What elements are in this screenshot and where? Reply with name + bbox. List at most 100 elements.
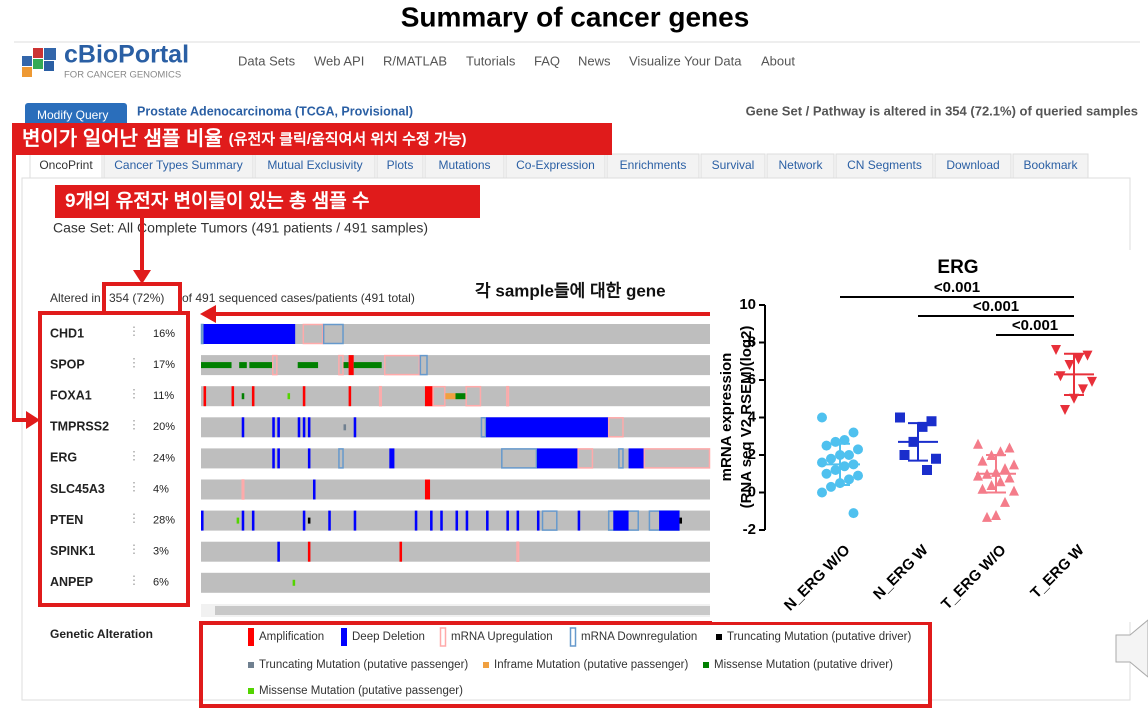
nav-link[interactable]: FAQ <box>534 53 560 68</box>
gene-name[interactable]: SLC45A3 <box>50 482 105 496</box>
tab[interactable] <box>934 153 1012 179</box>
alteration <box>343 424 347 431</box>
gene-name[interactable]: PTEN <box>50 513 83 527</box>
alteration <box>424 479 431 500</box>
tab[interactable] <box>700 153 766 179</box>
altered-highlight: 354 (72%) <box>109 291 164 305</box>
tab-label[interactable]: Bookmark <box>1023 158 1078 172</box>
gene-name[interactable]: ERG <box>50 451 77 465</box>
alteration <box>302 510 306 531</box>
alteration <box>432 385 446 407</box>
gene-menu: ⋮ <box>128 449 140 463</box>
alteration <box>465 510 469 531</box>
tab[interactable] <box>254 153 376 179</box>
point <box>848 508 859 519</box>
alteration <box>353 510 357 531</box>
alteration <box>203 324 296 344</box>
tab-label[interactable]: Cancer Types Summary <box>114 158 243 172</box>
tab-label[interactable]: OncoPrint <box>39 158 93 172</box>
tab-label[interactable]: Mutual Exclusivity <box>267 158 362 172</box>
alteration <box>353 362 382 369</box>
nav-link[interactable]: Tutorials <box>466 53 516 68</box>
tab[interactable] <box>766 153 835 179</box>
tab[interactable] <box>376 153 424 179</box>
point <box>899 450 910 460</box>
point <box>1073 354 1084 365</box>
alteration <box>231 386 235 407</box>
alteration <box>241 417 245 438</box>
alteration <box>251 510 255 531</box>
gene-name[interactable]: TMPRSS2 <box>50 420 109 434</box>
tab-label[interactable]: Co-Expression <box>516 158 595 172</box>
point <box>853 470 863 481</box>
legend-title: Genetic Alteration <box>50 627 153 641</box>
arrow <box>133 218 151 284</box>
gene-name[interactable]: FOXA1 <box>50 388 92 402</box>
track <box>201 355 710 376</box>
tab[interactable] <box>103 153 254 179</box>
point <box>973 470 983 481</box>
alteration <box>272 417 275 438</box>
alteration <box>643 448 711 469</box>
modify-query-label[interactable]: Modify Query <box>37 108 108 122</box>
point <box>922 465 932 475</box>
point <box>817 412 827 423</box>
nav-link[interactable]: Data Sets <box>238 53 296 68</box>
nav-link[interactable]: R/MATLAB <box>383 53 447 68</box>
gene-name[interactable]: ANPEP <box>50 575 93 589</box>
alteration <box>201 510 204 531</box>
point <box>821 440 832 451</box>
scrollbar-thumb[interactable] <box>215 606 710 615</box>
p-value: <0.001 <box>934 279 980 296</box>
tab-label[interactable]: Network <box>778 158 823 172</box>
alteration <box>399 541 403 562</box>
alteration <box>353 417 357 438</box>
tab-label[interactable]: Survival <box>712 158 755 172</box>
gene-menu: ⋮ <box>128 480 140 494</box>
nav-link[interactable]: About <box>761 53 795 68</box>
gene-name[interactable]: CHD1 <box>50 326 84 340</box>
study-name[interactable]: Prostate Adenocarcinoma (TCGA, Provision… <box>137 104 413 118</box>
point <box>1000 496 1010 507</box>
tab-label[interactable]: CN Segments <box>847 158 922 172</box>
gene-name[interactable]: SPOP <box>50 357 85 371</box>
tab[interactable] <box>835 153 934 179</box>
query-summary: Gene Set / Pathway is altered in 354 (72… <box>746 103 1138 118</box>
point <box>853 444 863 455</box>
legend: Amplification Deep Deletion mRNA Upregulat… <box>248 627 911 697</box>
track <box>201 572 710 593</box>
tab-label[interactable]: Enrichments <box>620 158 687 172</box>
gene-menu: ⋮ <box>128 417 140 431</box>
nav-link[interactable]: News <box>578 53 611 68</box>
gene-percent: 4% <box>153 483 169 495</box>
nav-link[interactable]: Visualize Your Data <box>629 53 742 68</box>
alteration <box>277 417 280 438</box>
alteration <box>536 448 578 469</box>
alteration <box>419 354 428 376</box>
tab-label[interactable]: Plots <box>387 158 414 172</box>
gene-menu: ⋮ <box>128 542 140 556</box>
tab[interactable] <box>1012 153 1089 179</box>
y-tick-label: 4 <box>748 408 757 425</box>
tab-label[interactable]: Mutations <box>438 158 490 172</box>
nav-link[interactable]: Web API <box>314 53 364 68</box>
modify-query-button[interactable] <box>25 103 127 127</box>
gene-box <box>38 311 190 607</box>
alteration <box>249 362 273 369</box>
alteration <box>541 510 558 531</box>
tab-label[interactable]: Download <box>946 158 999 172</box>
tab[interactable] <box>606 153 700 179</box>
tab[interactable] <box>29 151 103 179</box>
y-tick-label: 6 <box>748 371 756 388</box>
alteration <box>536 510 540 531</box>
tab[interactable] <box>505 153 606 179</box>
annotation-note: (유전자 클릭/움직여서 위치 수정 가능) <box>229 130 467 148</box>
alteration <box>506 385 510 407</box>
alteration <box>343 362 349 369</box>
arrow <box>12 155 40 429</box>
point <box>1009 485 1019 496</box>
logo-icon <box>22 48 56 77</box>
track <box>201 541 710 562</box>
gene-name[interactable]: SPINK1 <box>50 544 95 558</box>
gene-percent: 20% <box>153 421 175 433</box>
